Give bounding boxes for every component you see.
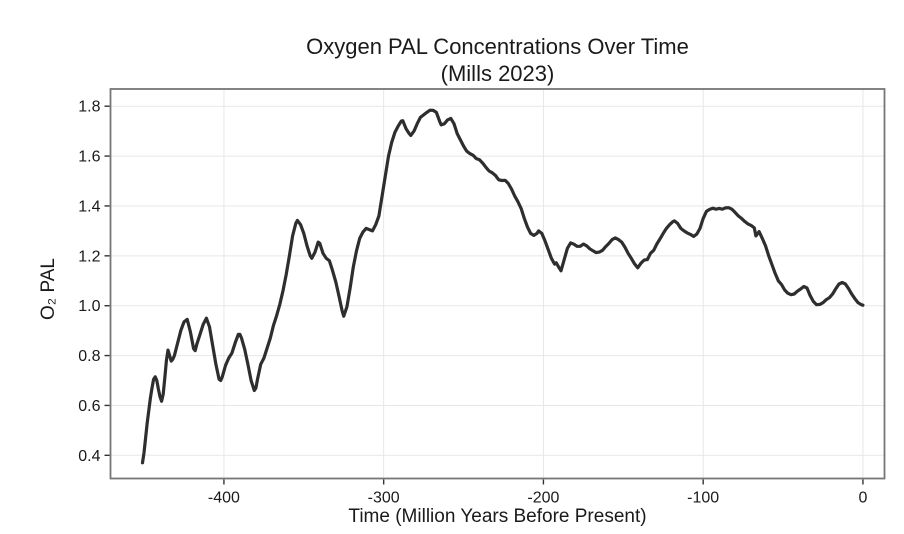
y-tick-label: 0.4 [78, 448, 100, 465]
x-tick-label: -100 [687, 490, 719, 507]
y-tick-label: 1.4 [78, 198, 100, 215]
chart-subtitle: (Mills 2023) [440, 61, 555, 86]
o2-pal-line [140, 108, 865, 465]
y-tick-label: 0.8 [78, 348, 100, 365]
y-tick-label: 0.6 [78, 398, 100, 415]
x-tick-label: 0 [858, 490, 867, 507]
chart-title-block: Oxygen PAL Concentrations Over Time (Mil… [110, 33, 885, 87]
x-tick-label: -300 [368, 490, 400, 507]
chart-title: Oxygen PAL Concentrations Over Time [306, 34, 689, 59]
y-tick-label: 1.0 [78, 298, 100, 315]
plot-frame [109, 88, 886, 480]
y-tick-label: 1.8 [78, 99, 100, 116]
y-tick-label: 1.6 [78, 149, 100, 166]
x-tick-label: -200 [527, 490, 559, 507]
y-tick-label: 1.2 [78, 248, 100, 265]
y-axis-title: O₂ PAL [38, 258, 59, 320]
x-tick-label: -400 [208, 490, 240, 507]
x-axis-title: Time (Million Years Before Present) [348, 506, 647, 527]
